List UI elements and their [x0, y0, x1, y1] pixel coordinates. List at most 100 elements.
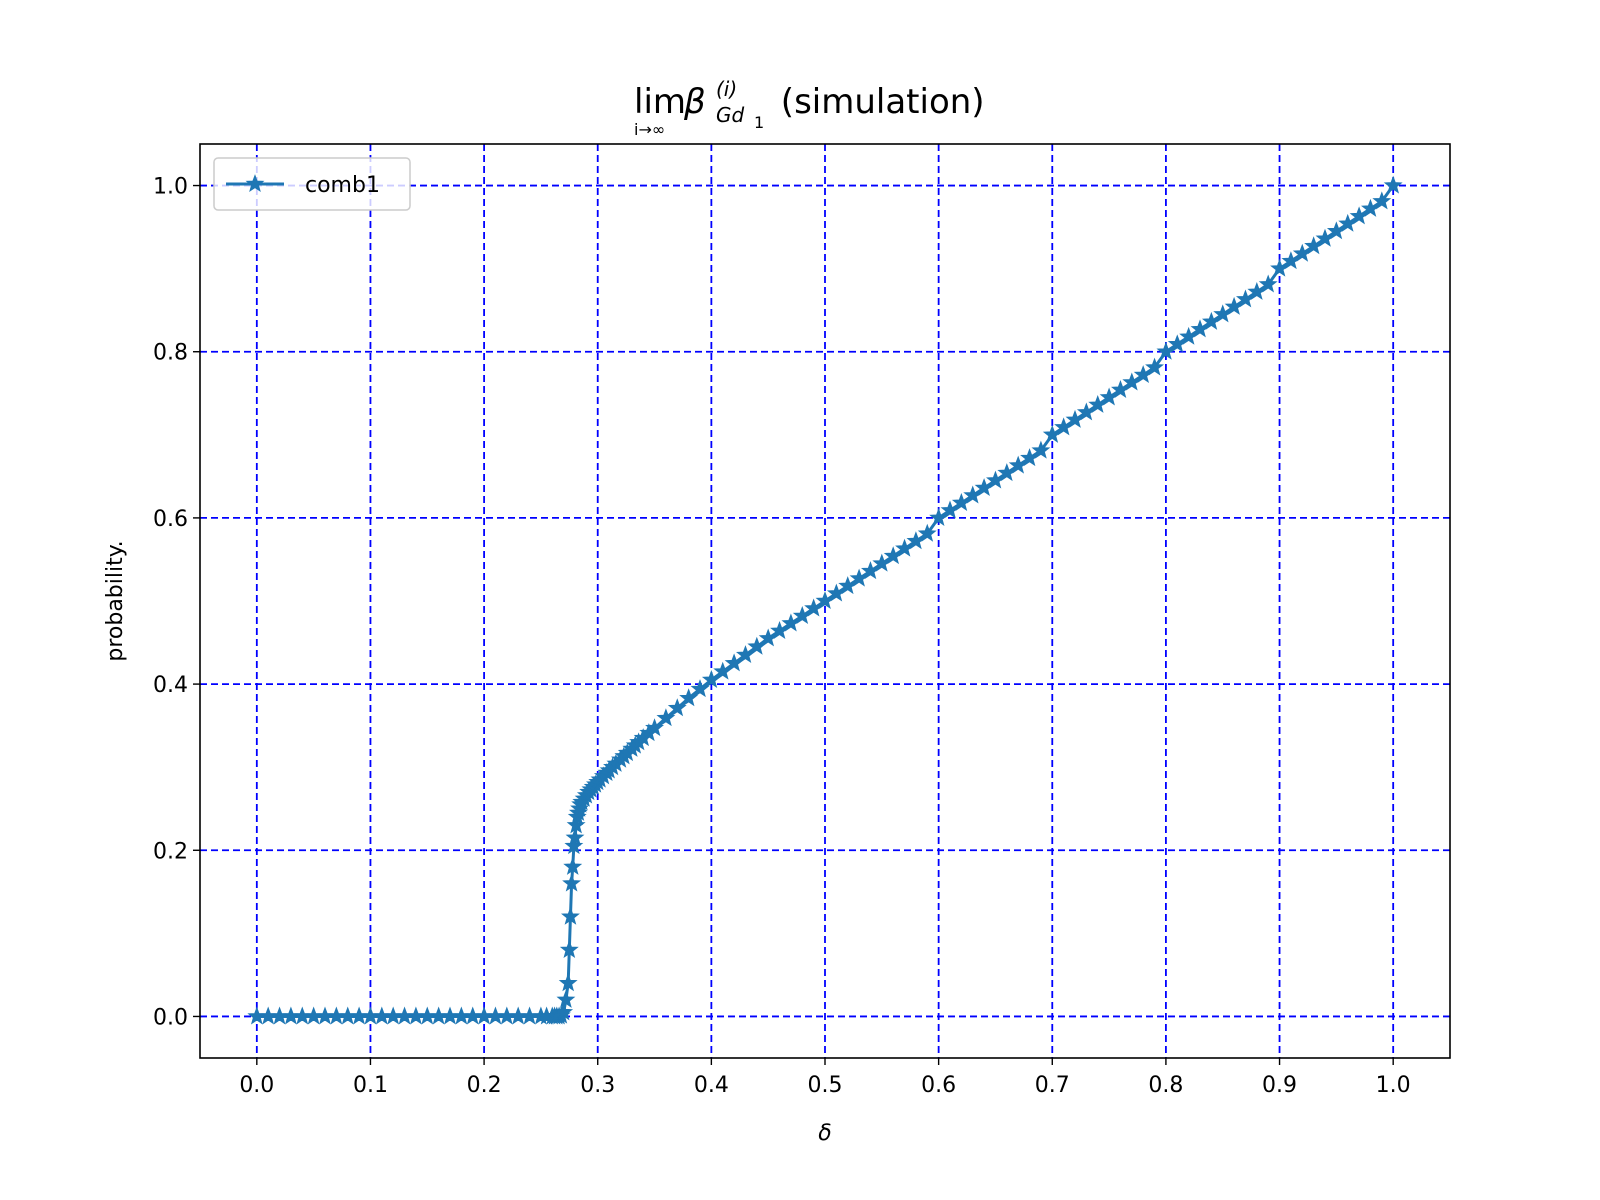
data-point-star	[747, 636, 767, 655]
y-tick-label: 0.0	[153, 1005, 188, 1030]
data-point-star	[1258, 274, 1278, 293]
data-point-star	[1326, 221, 1346, 240]
data-point-star	[1281, 251, 1301, 270]
data-point-star	[565, 827, 585, 846]
data-point-star	[963, 485, 983, 504]
y-axis-label: probability.	[103, 540, 128, 661]
data-point-star	[1076, 402, 1096, 421]
data-point-star	[974, 478, 994, 497]
data-point-star	[940, 500, 960, 519]
chart-title: lim i→∞ β (i) Gd 1 (simulation)	[634, 77, 985, 139]
data-point-star	[1236, 289, 1255, 308]
data-point-star	[558, 973, 578, 992]
data-point-star	[1383, 175, 1403, 194]
data-point-star	[1145, 357, 1164, 376]
legend-box	[213, 157, 411, 211]
data-point-star	[815, 591, 835, 610]
data-point-star	[781, 613, 801, 632]
data-point-star	[1361, 198, 1380, 217]
legend-label-comb1: comb1	[305, 173, 380, 198]
x-tick-label: 0.2	[467, 1073, 502, 1098]
data-point-star	[1054, 417, 1074, 436]
data-point-star	[895, 538, 914, 557]
data-point-star	[872, 553, 892, 572]
data-point-star	[563, 856, 583, 875]
data-point-star	[1111, 380, 1130, 398]
data-point-star	[736, 645, 755, 664]
y-tick-label: 0.4	[153, 673, 188, 698]
legend: comb1	[213, 157, 411, 211]
data-point-star	[1213, 304, 1233, 323]
legend-star-marker	[245, 174, 265, 193]
data-point-star	[1315, 228, 1335, 247]
data-point-star	[804, 598, 824, 617]
data-point-star	[1122, 372, 1142, 391]
x-tick-label: 0.3	[580, 1073, 615, 1098]
data-point-star	[1224, 296, 1244, 315]
data-point-star	[758, 628, 778, 647]
data-point-star	[713, 661, 733, 680]
x-tick-label: 0.8	[1148, 1073, 1183, 1098]
data-point-star	[1304, 236, 1324, 255]
grid-lines	[200, 144, 1450, 1058]
data-point-star	[861, 561, 880, 580]
data-point-star	[997, 463, 1017, 482]
data-point-star	[1031, 440, 1051, 459]
data-point-star	[1156, 341, 1176, 360]
data-point-star	[701, 670, 721, 688]
x-tick-label: 0.5	[808, 1073, 843, 1098]
data-point-star	[1270, 258, 1289, 277]
title-suffix: (simulation)	[770, 82, 985, 122]
data-point-star	[929, 507, 949, 526]
data-point-star	[906, 531, 926, 550]
x-tick-label: 0.6	[921, 1073, 956, 1098]
title-subscript-index: 1	[754, 113, 764, 132]
data-point-star	[1179, 326, 1199, 345]
data-point-star	[1088, 394, 1108, 413]
data-point-star	[1133, 365, 1153, 384]
data-point-star	[883, 546, 903, 565]
x-tick-label: 0.0	[239, 1073, 274, 1098]
data-point-star	[724, 653, 744, 672]
plot-frame	[199, 143, 1451, 1059]
x-tick-label: 0.7	[1035, 1073, 1070, 1098]
data-point-star	[986, 470, 1005, 489]
data-point-star	[1099, 387, 1119, 406]
data-point-star	[1042, 424, 1062, 443]
data-point-star	[826, 583, 846, 602]
data-point-star	[561, 906, 580, 925]
title-subscript: Gd	[716, 103, 744, 127]
data-point-star	[951, 493, 971, 511]
data-point-star	[559, 940, 579, 959]
y-tick-label: 0.2	[153, 839, 188, 864]
data-point-star	[556, 989, 576, 1008]
data-point-star	[1372, 191, 1392, 210]
title-beta: β	[683, 82, 706, 122]
y-tick-label: 1.0	[153, 175, 188, 200]
data-point-star	[1349, 206, 1369, 225]
x-tick-label: 1.0	[1376, 1073, 1411, 1098]
data-point-star	[1020, 448, 1039, 467]
data-point-star	[1167, 334, 1187, 353]
data-point-star	[1338, 213, 1358, 232]
axis-ticks: 0.0 0.1 0.2 0.3 0.4 0.5 0.6 0.7 0.8 0.9 1.0 0.0 0.2 0…	[153, 175, 1411, 1098]
data-point-star	[1065, 409, 1085, 428]
y-tick-label: 0.8	[153, 341, 188, 366]
data-point-star	[792, 606, 812, 624]
series-layer	[247, 175, 1403, 1025]
x-tick-label: 0.4	[694, 1073, 729, 1098]
title-lim: lim	[634, 82, 686, 122]
data-point-star	[849, 568, 869, 587]
data-point-star	[1008, 455, 1028, 474]
x-axis-label: δ	[818, 1121, 831, 1146]
data-point-star	[1247, 281, 1267, 300]
x-tick-label: 0.1	[353, 1073, 388, 1098]
data-point-star	[1292, 243, 1312, 262]
data-point-star	[1201, 311, 1221, 330]
title-superscript: (i)	[716, 77, 737, 101]
data-point-star	[838, 576, 858, 595]
data-point-star	[562, 873, 582, 892]
data-point-star	[1190, 319, 1210, 338]
x-tick-label: 0.9	[1262, 1073, 1297, 1098]
